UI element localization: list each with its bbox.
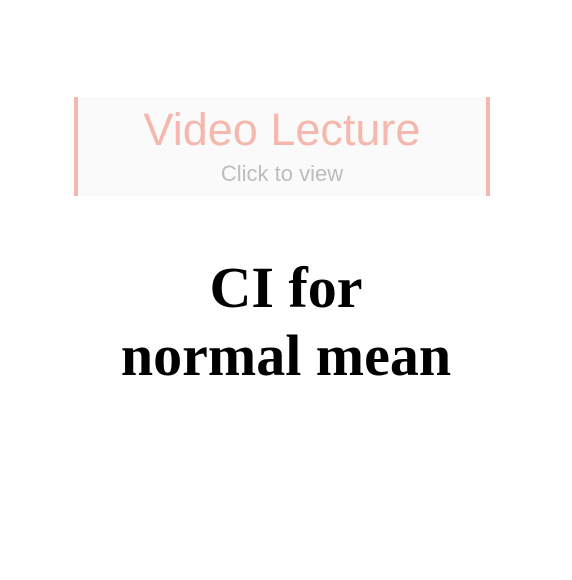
video-lecture-banner[interactable]: Video Lecture Click to view [74, 97, 490, 196]
lecture-title-line-1: CI for [209, 255, 363, 320]
lecture-title-line-2: normal mean [120, 323, 452, 388]
lecture-title: CI for normal mean [0, 254, 572, 390]
click-to-view-label: Click to view [220, 161, 344, 186]
video-lecture-label: Video Lecture [143, 104, 421, 155]
